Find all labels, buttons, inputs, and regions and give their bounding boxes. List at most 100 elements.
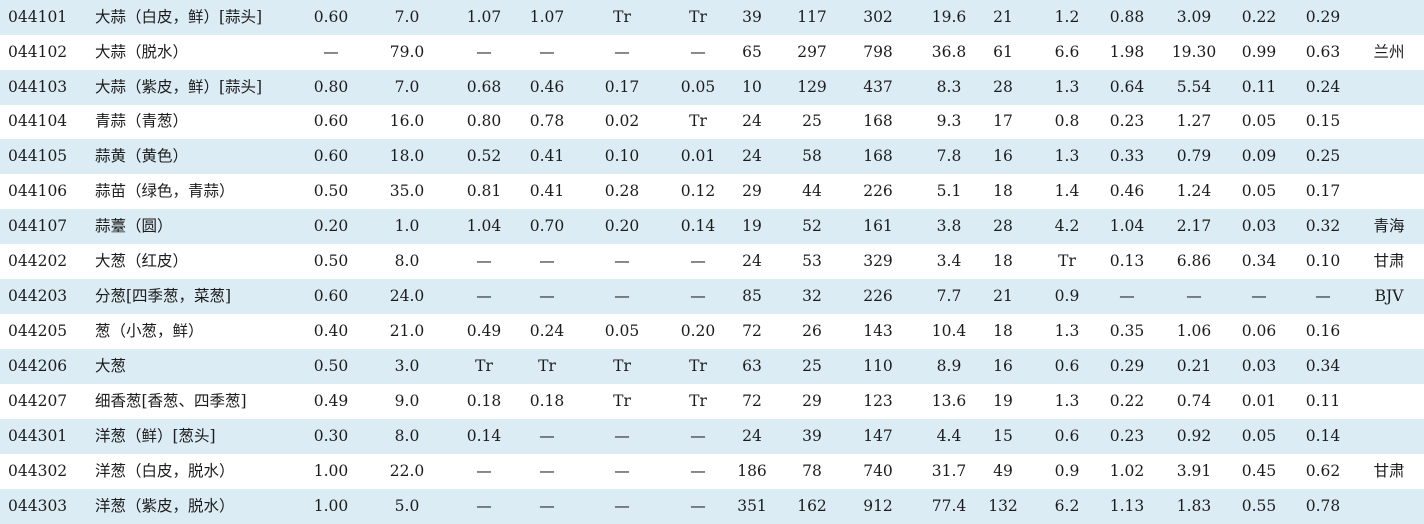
value-cell: 3.4: [936, 252, 962, 270]
table-row: 044302 洋葱（白皮，脱水） 1.00 22.0 — — — — 186 78 740 31.7 4…: [0, 454, 1424, 489]
value-cell: —: [690, 462, 706, 480]
value-cell: 0.16: [1305, 322, 1341, 340]
value-cell: 18: [993, 182, 1013, 200]
value-cell: 123: [863, 392, 893, 410]
food-code-cell: 044203: [8, 287, 68, 305]
value-cell: 25: [802, 357, 822, 375]
value-cell: 19: [993, 392, 1013, 410]
value-cell: —: [539, 427, 555, 445]
value-cell: 740: [863, 462, 893, 480]
value-cell: 9.3: [936, 112, 962, 130]
value-cell: 1.02: [1109, 462, 1145, 480]
value-cell: 0.64: [1109, 78, 1145, 96]
value-cell: 437: [863, 78, 893, 96]
value-cell: 6.2: [1054, 497, 1080, 515]
value-cell: 0.8: [1054, 112, 1080, 130]
value-cell: 9.0: [394, 392, 420, 410]
value-cell: 1.04: [1109, 217, 1145, 235]
value-cell: 0.06: [1241, 322, 1277, 340]
value-cell: 0.14: [1305, 427, 1341, 445]
table-row: 044207 细香葱[香葱、四季葱] 0.49 9.0 0.18 0.18 Tr Tr 72 29…: [0, 384, 1424, 419]
note-cell: [1359, 104, 1419, 139]
note-cell: 甘肃: [1373, 252, 1405, 270]
value-cell: 19.6: [931, 8, 967, 26]
value-cell: 0.33: [1109, 147, 1145, 165]
value-cell: 0.92: [1176, 427, 1212, 445]
value-cell: 0.40: [313, 322, 349, 340]
value-cell: 1.00: [313, 462, 349, 480]
food-name-cell: 大葱（红皮）: [95, 252, 189, 270]
value-cell: 0.41: [529, 147, 565, 165]
value-cell: 0.02: [604, 112, 640, 130]
value-cell: 39: [802, 427, 822, 445]
value-cell: 0.63: [1305, 43, 1341, 61]
value-cell: —: [690, 427, 706, 445]
value-cell: 0.17: [604, 78, 640, 96]
value-cell: —: [539, 43, 555, 61]
value-cell: 0.52: [466, 147, 502, 165]
value-cell: 0.17: [1305, 182, 1341, 200]
value-cell: 65: [742, 43, 762, 61]
value-cell: 8.0: [394, 252, 420, 270]
value-cell: 1.98: [1109, 43, 1145, 61]
value-cell: 18.0: [389, 147, 425, 165]
value-cell: 63: [742, 357, 762, 375]
value-cell: —: [476, 43, 492, 61]
value-cell: 44: [802, 182, 822, 200]
value-cell: 0.88: [1109, 8, 1145, 26]
value-cell: 4.4: [936, 427, 962, 445]
value-cell: 0.14: [680, 217, 716, 235]
value-cell: Tr: [613, 8, 631, 26]
value-cell: —: [476, 462, 492, 480]
value-cell: Tr: [689, 112, 707, 130]
value-cell: 162: [797, 497, 827, 515]
value-cell: 29: [802, 392, 822, 410]
note-cell: [1359, 70, 1419, 105]
value-cell: 0.10: [1305, 252, 1341, 270]
value-cell: 226: [863, 287, 893, 305]
table-row: 044205 葱（小葱，鲜） 0.40 21.0 0.49 0.24 0.05 0.20 72 2…: [0, 314, 1424, 349]
value-cell: 3.0: [394, 357, 420, 375]
value-cell: 186: [737, 462, 767, 480]
value-cell: 19.30: [1171, 43, 1217, 61]
value-cell: 0.46: [529, 78, 565, 96]
value-cell: 110: [863, 357, 893, 375]
value-cell: 0.50: [313, 182, 349, 200]
value-cell: 0.62: [1305, 462, 1341, 480]
value-cell: 53: [802, 252, 822, 270]
value-cell: 0.03: [1241, 357, 1277, 375]
value-cell: 6.6: [1054, 43, 1080, 61]
value-cell: —: [539, 462, 555, 480]
value-cell: 0.81: [466, 182, 502, 200]
value-cell: 52: [802, 217, 822, 235]
value-cell: 7.0: [394, 78, 420, 96]
value-cell: 5.0: [394, 497, 420, 515]
food-name-cell: 大葱: [95, 357, 127, 375]
value-cell: 0.01: [680, 147, 716, 165]
table-row: 044101 大蒜（白皮，鲜）[蒜头] 0.60 7.0 1.07 1.07 Tr Tr 39 1…: [0, 0, 1424, 35]
value-cell: Tr: [689, 8, 707, 26]
value-cell: 0.6: [1054, 357, 1080, 375]
value-cell: Tr: [689, 357, 707, 375]
value-cell: —: [323, 43, 339, 61]
food-code-cell: 044106: [8, 182, 68, 200]
value-cell: 129: [797, 78, 827, 96]
value-cell: 0.29: [1305, 8, 1341, 26]
value-cell: 49: [993, 462, 1013, 480]
value-cell: 0.05: [604, 322, 640, 340]
value-cell: 0.05: [1241, 182, 1277, 200]
note-cell: BJV: [1374, 287, 1404, 305]
value-cell: 0.05: [1241, 112, 1277, 130]
food-code-cell: 044207: [8, 392, 68, 410]
value-cell: 1.3: [1054, 78, 1080, 96]
value-cell: 302: [863, 8, 893, 26]
food-code-cell: 044301: [8, 427, 68, 445]
value-cell: 0.29: [1109, 357, 1145, 375]
food-name-cell: 大蒜（紫皮，鲜）[蒜头]: [95, 78, 263, 96]
note-cell: [1359, 419, 1419, 454]
value-cell: 8.0: [394, 427, 420, 445]
value-cell: 10: [742, 78, 762, 96]
value-cell: 0.20: [604, 217, 640, 235]
value-cell: 26: [802, 322, 822, 340]
